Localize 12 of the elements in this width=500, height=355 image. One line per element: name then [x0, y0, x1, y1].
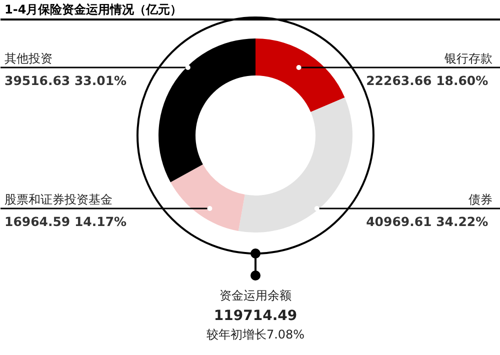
data-label: 22263.66 18.60% [366, 73, 489, 88]
slice-label: 债券 [468, 192, 492, 206]
data-label: 16964.59 14.17% [4, 214, 128, 229]
chart-title: 1-4月保险资金运用情况（亿元） [4, 2, 182, 16]
slice-label: 银行存款 [444, 52, 492, 66]
data-label: 40969.61 34.22% [366, 214, 489, 229]
data-label: 39516.63 33.01% [4, 73, 128, 88]
text: 119714.49 [214, 308, 298, 324]
text: 较年初增长7.08% [206, 328, 305, 342]
text: 资金运用余额 [220, 288, 292, 302]
slice-label: 股票和证券投资基金 [4, 192, 112, 206]
slice-label: 其他投资 [4, 52, 52, 66]
